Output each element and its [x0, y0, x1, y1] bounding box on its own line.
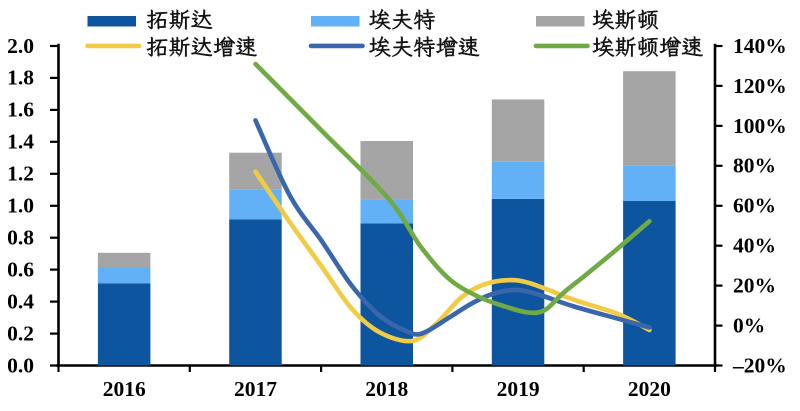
svg-text:2017: 2017 — [234, 377, 277, 401]
svg-text:0.0: 0.0 — [7, 353, 34, 377]
svg-text:80%: 80% — [733, 154, 776, 178]
svg-text:20%: 20% — [733, 274, 776, 298]
svg-text:2018: 2018 — [365, 377, 408, 401]
svg-text:120%: 120% — [733, 74, 787, 98]
svg-text:1.0: 1.0 — [7, 194, 34, 218]
svg-text:100%: 100% — [733, 114, 787, 138]
svg-text:0.2: 0.2 — [7, 321, 34, 345]
svg-text:1.2: 1.2 — [7, 162, 34, 186]
svg-text:–20%: –20% — [732, 353, 787, 377]
svg-text:1.4: 1.4 — [7, 130, 34, 154]
svg-text:140%: 140% — [733, 34, 787, 58]
svg-text:1.6: 1.6 — [7, 98, 34, 122]
svg-text:0%: 0% — [733, 314, 765, 338]
svg-text:60%: 60% — [733, 194, 776, 218]
svg-text:0.6: 0.6 — [7, 257, 34, 281]
svg-text:0.4: 0.4 — [7, 289, 34, 313]
svg-text:2020: 2020 — [628, 377, 671, 401]
svg-text:0.8: 0.8 — [7, 226, 34, 250]
svg-text:1.8: 1.8 — [7, 66, 34, 90]
svg-text:40%: 40% — [733, 234, 776, 258]
svg-text:2.0: 2.0 — [7, 34, 34, 58]
svg-text:2019: 2019 — [497, 377, 540, 401]
svg-text:2016: 2016 — [103, 377, 146, 401]
